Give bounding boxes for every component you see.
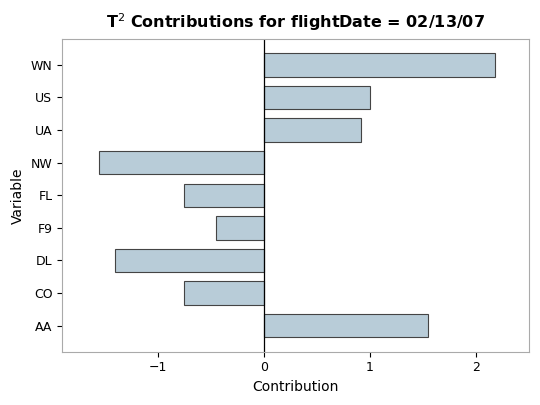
Bar (264, 86, 370, 109)
Bar (216, 216, 264, 240)
Bar (184, 183, 264, 207)
Bar (264, 314, 428, 337)
Bar (264, 118, 361, 142)
Bar (99, 151, 264, 175)
Bar (184, 281, 264, 305)
Title: T$^2$ Contributions for flightDate = 02/13/07: T$^2$ Contributions for flightDate = 02/… (106, 11, 485, 33)
X-axis label: Contribution: Contribution (252, 380, 339, 394)
Y-axis label: Variable: Variable (11, 167, 25, 224)
Bar (115, 249, 264, 272)
Bar (264, 53, 495, 77)
